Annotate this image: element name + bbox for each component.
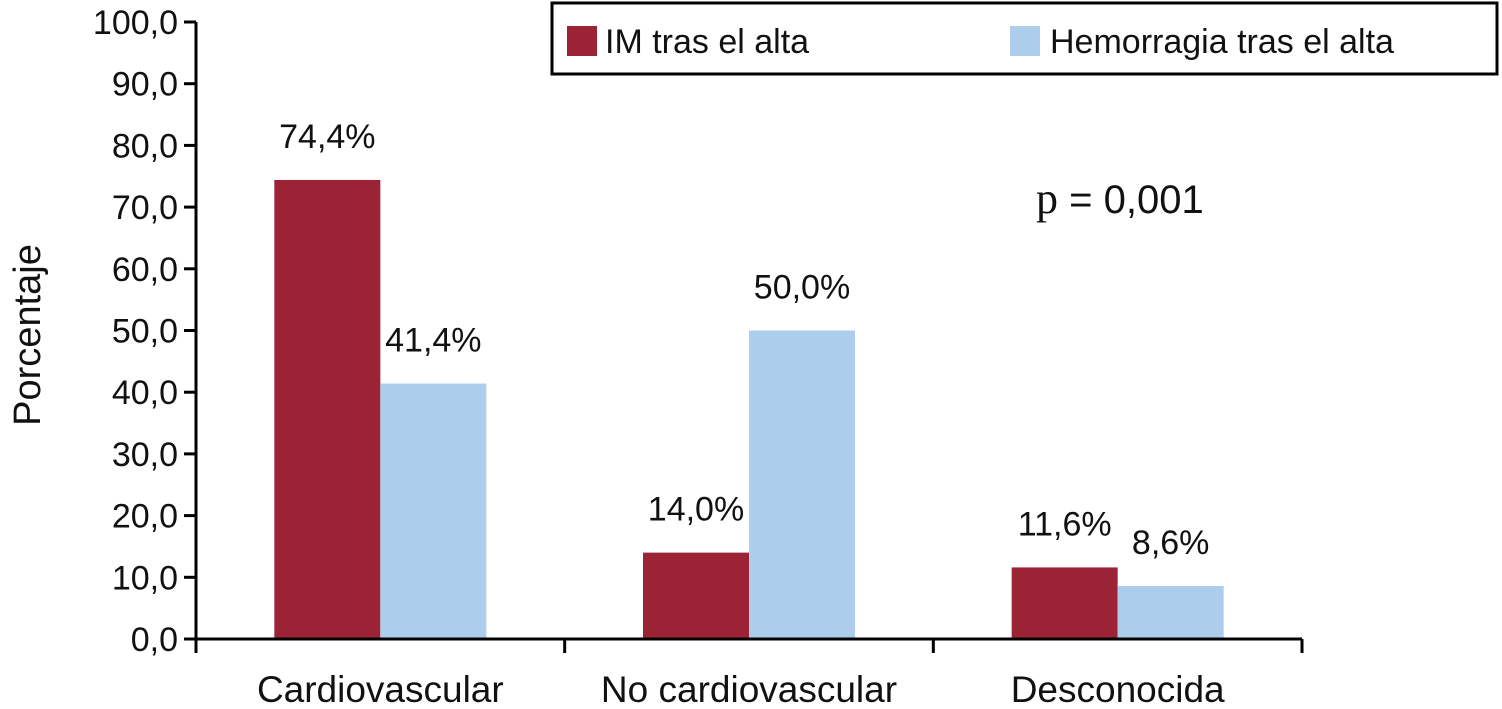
y-axis-ticks: 0,0 10,0 20,0 30,0 40,0 50,0 60,0 70,0 80,0 90,0 1… (93, 4, 196, 659)
x-category-label: Cardiovascular (257, 669, 504, 709)
y-tick-label: 60,0 (112, 251, 178, 289)
x-axis-ticks: Cardiovascular No cardiovascular Desconoci… (194, 639, 1304, 709)
legend-label-im: IM tras el alta (605, 23, 809, 61)
legend-swatch-im (567, 26, 597, 56)
bar-hemorragia-0 (380, 383, 487, 639)
y-tick-label: 40,0 (112, 374, 178, 412)
y-tick-label: 90,0 (112, 66, 178, 104)
p-value-annotation: p = 0,001 (1036, 174, 1204, 223)
bar-im-0 (274, 179, 381, 639)
y-tick-label: 20,0 (112, 498, 178, 536)
data-label-hemorragia-1: 50,0% (754, 269, 850, 307)
legend-label-hemorragia: Hemorragia tras el alta (1050, 23, 1394, 61)
bar-im-1 (643, 552, 749, 639)
y-tick-label: 30,0 (112, 436, 178, 474)
x-category-label: No cardiovascular (601, 669, 897, 709)
legend-swatch-hemorragia (1010, 26, 1040, 56)
data-label-im-0: 74,4% (279, 118, 375, 156)
data-label-im-2: 11,6% (1018, 505, 1112, 543)
bar-im-2 (1011, 567, 1118, 639)
y-axis-label: Porcentaje (7, 244, 49, 426)
x-category-label: Desconocida (1011, 669, 1225, 709)
bars-layer (274, 179, 1224, 639)
y-tick-label: 0,0 (131, 621, 178, 659)
bar-hemorragia-1 (749, 330, 855, 639)
y-tick-label: 80,0 (112, 127, 178, 165)
y-tick-label: 70,0 (112, 189, 178, 227)
bar-hemorragia-2 (1117, 585, 1224, 639)
legend: IM tras el alta Hemorragia tras el alta (550, 1, 1499, 76)
data-label-hemorragia-2: 8,6% (1132, 524, 1210, 562)
y-tick-label: 50,0 (112, 313, 178, 351)
y-tick-label: 100,0 (93, 4, 178, 42)
data-label-hemorragia-0: 41,4% (385, 322, 481, 360)
data-labels: 74,4% 41,4% 14,0% 50,0% 11,6% 8,6% (279, 118, 1209, 562)
y-tick-label: 10,0 (112, 559, 178, 597)
p-symbol: p (1036, 174, 1058, 223)
p-value-text: = 0,001 (1058, 178, 1204, 222)
data-label-im-1: 14,0% (648, 491, 744, 529)
